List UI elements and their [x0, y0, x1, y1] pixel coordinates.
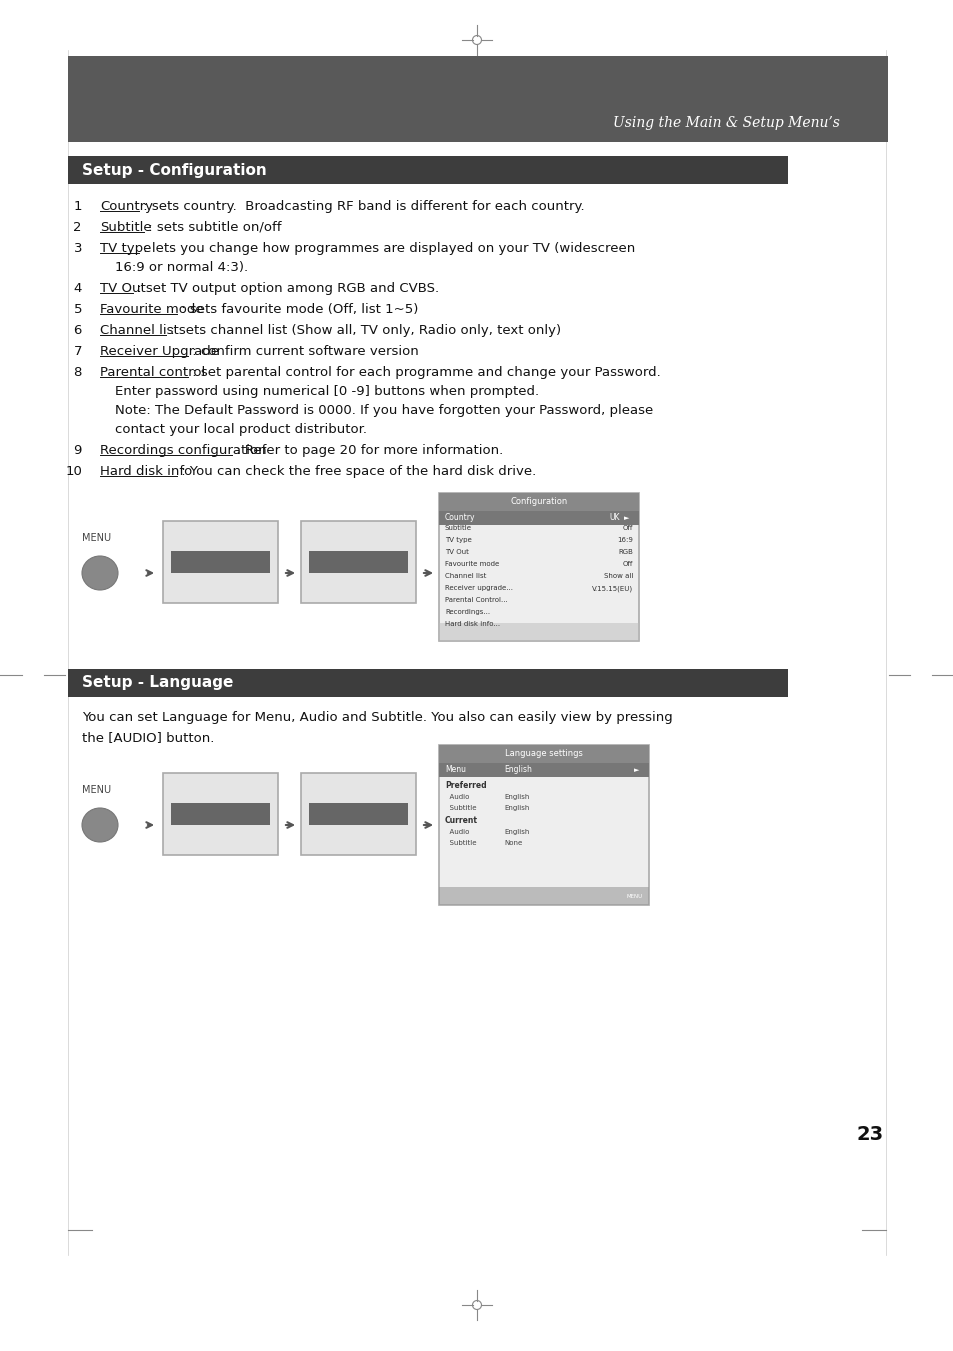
Text: Audio: Audio [444, 794, 469, 800]
Text: : sets favourite mode (Off, list 1~5): : sets favourite mode (Off, list 1~5) [177, 303, 418, 316]
Text: Receiver Upgrade: Receiver Upgrade [100, 345, 219, 358]
Text: V.15.15(EU): V.15.15(EU) [591, 585, 633, 592]
Text: TV type: TV type [100, 242, 152, 255]
Text: 8: 8 [73, 366, 82, 380]
Text: English: English [503, 794, 529, 800]
Text: Country: Country [100, 200, 152, 213]
Text: You can set Language for Menu, Audio and Subtitle. You also can easily view by p: You can set Language for Menu, Audio and… [82, 711, 672, 724]
Bar [438, 888, 648, 905]
Text: Current: Current [444, 816, 477, 825]
Text: MENU: MENU [82, 534, 111, 543]
Bar [438, 493, 639, 640]
Text: Language settings: Language settings [504, 750, 582, 758]
Text: 3: 3 [73, 242, 82, 255]
Text: 23: 23 [856, 1125, 882, 1144]
Text: 2: 2 [73, 222, 82, 234]
Bar [301, 773, 416, 855]
Text: Parental Control...: Parental Control... [444, 597, 507, 603]
Text: English: English [503, 805, 529, 811]
Text: : sets country.  Broadcasting RF band is different for each country.: : sets country. Broadcasting RF band is … [138, 200, 583, 213]
Text: UK: UK [608, 513, 618, 523]
Bar [309, 802, 408, 825]
Text: 16:9 or normal 4:3).: 16:9 or normal 4:3). [115, 261, 248, 274]
Text: : sets channel list (Show all, TV only, Radio only, text only): : sets channel list (Show all, TV only, … [166, 324, 560, 336]
Bar [163, 521, 277, 603]
Text: : set parental control for each programme and change your Password.: : set parental control for each programm… [188, 366, 660, 380]
Bar [171, 551, 270, 573]
Text: : set TV output option among RGB and CVBS.: : set TV output option among RGB and CVB… [132, 282, 438, 295]
Text: the [AUDIO] button.: the [AUDIO] button. [82, 731, 214, 744]
Bar [171, 802, 270, 825]
Text: 4: 4 [73, 282, 82, 295]
Text: English: English [503, 766, 532, 774]
Bar [438, 493, 639, 511]
Bar [438, 744, 648, 905]
Text: MENU: MENU [626, 893, 642, 898]
Text: Recordings...: Recordings... [444, 609, 490, 615]
Text: Favourite mode: Favourite mode [100, 303, 203, 316]
Text: 10: 10 [65, 465, 82, 478]
Text: Menu: Menu [444, 766, 465, 774]
Text: Using the Main & Setup Menu’s: Using the Main & Setup Menu’s [613, 116, 840, 130]
Text: Setup - Language: Setup - Language [82, 676, 233, 690]
Text: Subtitle: Subtitle [444, 526, 472, 531]
Text: None: None [503, 840, 521, 846]
Bar [163, 773, 277, 855]
Bar [438, 763, 648, 777]
Ellipse shape [82, 557, 118, 590]
Bar [301, 521, 416, 603]
Text: Subtitle: Subtitle [444, 805, 476, 811]
Text: RGB: RGB [618, 549, 633, 555]
Text: 6: 6 [73, 324, 82, 336]
Text: Hard disk info: Hard disk info [100, 465, 193, 478]
Text: Off: Off [622, 561, 633, 567]
Text: ►: ► [633, 767, 639, 773]
Text: Off: Off [622, 526, 633, 531]
Text: 5: 5 [73, 303, 82, 316]
Text: : You can check the free space of the hard disk drive.: : You can check the free space of the ha… [177, 465, 536, 478]
Bar [438, 744, 648, 763]
Bar [68, 155, 787, 184]
Text: TV type: TV type [444, 536, 471, 543]
Text: 9: 9 [73, 444, 82, 457]
Text: TV Out: TV Out [100, 282, 146, 295]
Bar [68, 55, 887, 142]
Bar [68, 669, 787, 697]
Text: 16:9: 16:9 [617, 536, 633, 543]
Text: 1: 1 [73, 200, 82, 213]
Ellipse shape [82, 808, 118, 842]
Text: Preferred: Preferred [444, 781, 486, 790]
Text: MENU: MENU [82, 785, 111, 794]
Text: Subtitle: Subtitle [444, 840, 476, 846]
Text: English: English [503, 830, 529, 835]
Text: Subtitle: Subtitle [100, 222, 152, 234]
Text: Configuration: Configuration [510, 497, 567, 507]
Text: Audio: Audio [444, 830, 469, 835]
Bar [438, 623, 639, 640]
Text: : lets you change how programmes are displayed on your TV (widescreen: : lets you change how programmes are dis… [138, 242, 634, 255]
Text: Country: Country [444, 513, 475, 523]
Text: Channel list: Channel list [444, 573, 486, 580]
Text: Parental control: Parental control [100, 366, 205, 380]
Text: Note: The Default Password is 0000. If you have forgotten your Password, please: Note: The Default Password is 0000. If y… [115, 404, 653, 417]
Text: Hard disk info...: Hard disk info... [444, 621, 499, 627]
Text: : confirm current software version: : confirm current software version [188, 345, 418, 358]
Bar [438, 511, 639, 526]
Text: Enter password using numerical [0 -9] buttons when prompted.: Enter password using numerical [0 -9] bu… [115, 385, 538, 399]
Bar [309, 551, 408, 573]
Text: Channel list: Channel list [100, 324, 178, 336]
Text: Favourite mode: Favourite mode [444, 561, 498, 567]
Text: ►: ► [623, 515, 628, 521]
Text: contact your local product distributor.: contact your local product distributor. [115, 423, 367, 436]
Text: Recordings configuration: Recordings configuration [100, 444, 266, 457]
Text: TV Out: TV Out [444, 549, 468, 555]
Text: 7: 7 [73, 345, 82, 358]
Text: Receiver upgrade...: Receiver upgrade... [444, 585, 513, 590]
Text: Setup - Configuration: Setup - Configuration [82, 162, 267, 177]
Text: : sets subtitle on/off: : sets subtitle on/off [144, 222, 281, 234]
Text: : Refer to page 20 for more information.: : Refer to page 20 for more information. [232, 444, 503, 457]
Text: Show all: Show all [603, 573, 633, 580]
